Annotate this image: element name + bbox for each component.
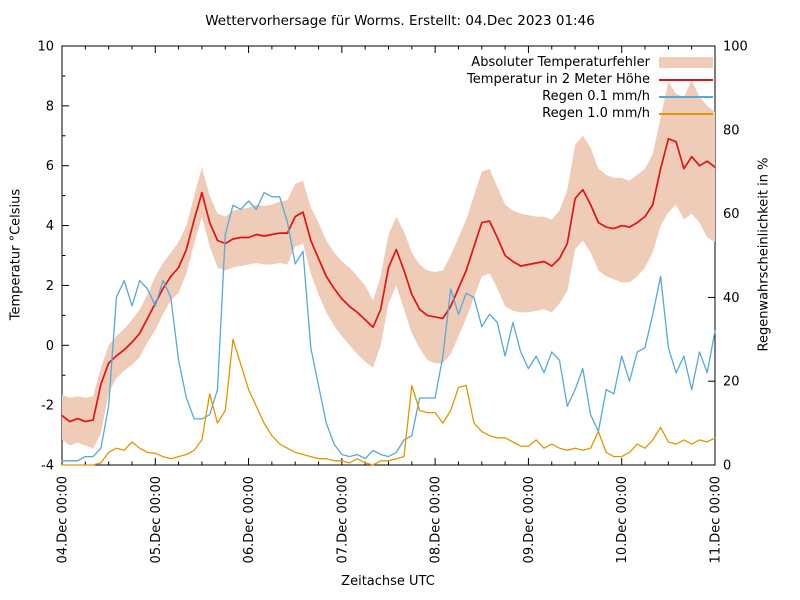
rain-10-line-swatch <box>659 112 713 115</box>
temperature-error-band <box>62 80 715 449</box>
x-tick-label: 06.Dec 00:00 <box>242 476 257 563</box>
x-axis-label: Zeitachse UTC <box>341 574 435 589</box>
y-right-tick-label: 60 <box>723 207 740 222</box>
rain-01-line-swatch <box>659 95 713 98</box>
legend-label-temperature: Temperatur in 2 Meter Höhe <box>467 72 650 87</box>
legend: Absoluter Temperaturfehler Temperatur in… <box>467 54 713 122</box>
y-axis-label-right: Regenwahrscheinlichkeit in % <box>756 157 772 352</box>
legend-item-rain-10: Regen 1.0 mm/h <box>467 105 713 122</box>
x-tick-label: 09.Dec 00:00 <box>522 476 537 563</box>
y-left-tick-label: 0 <box>46 339 54 354</box>
y-left-tick-label: -2 <box>41 399 54 414</box>
temperature-line-swatch <box>659 78 713 81</box>
y-left-tick-label: 8 <box>46 99 54 114</box>
y-axis-label-left: Temperatur °Celsius <box>8 188 24 321</box>
y-right-tick-label: 80 <box>723 123 740 138</box>
legend-label-temperature-error: Absoluter Temperaturfehler <box>471 55 650 70</box>
x-tick-label: 04.Dec 00:00 <box>56 476 71 563</box>
x-tick-label: 08.Dec 00:00 <box>429 476 444 563</box>
rain-10-line <box>61 338 716 466</box>
rain-01-line <box>61 191 716 462</box>
y-right-tick-label: 20 <box>723 375 740 390</box>
legend-item-rain-01: Regen 0.1 mm/h <box>467 88 713 105</box>
y-left-tick-label: 2 <box>46 279 54 294</box>
x-tick-label: 05.Dec 00:00 <box>149 476 164 563</box>
x-tick-label: 11.Dec 00:00 <box>709 476 724 563</box>
y-right-tick-label: 100 <box>723 40 748 55</box>
temperature-line <box>61 137 716 423</box>
legend-item-temperature-error: Absoluter Temperaturfehler <box>467 54 713 71</box>
legend-item-temperature: Temperatur in 2 Meter Höhe <box>467 71 713 88</box>
chart-title: Wettervorhersage für Worms. Erstellt: 04… <box>205 13 595 29</box>
y-left-tick-label: 4 <box>46 219 54 234</box>
y-right-tick-label: 0 <box>723 459 731 474</box>
temperature-error-band-swatch <box>659 57 713 68</box>
y-right-tick-label: 40 <box>723 291 740 306</box>
y-left-tick-label: -4 <box>41 459 54 474</box>
legend-label-rain-10: Regen 1.0 mm/h <box>542 106 650 121</box>
legend-label-rain-01: Regen 0.1 mm/h <box>542 89 650 104</box>
y-left-tick-label: 6 <box>46 159 54 174</box>
x-tick-label: 07.Dec 00:00 <box>335 476 350 563</box>
x-tick-label: 10.Dec 00:00 <box>615 476 630 563</box>
y-left-tick-label: 10 <box>37 40 54 55</box>
